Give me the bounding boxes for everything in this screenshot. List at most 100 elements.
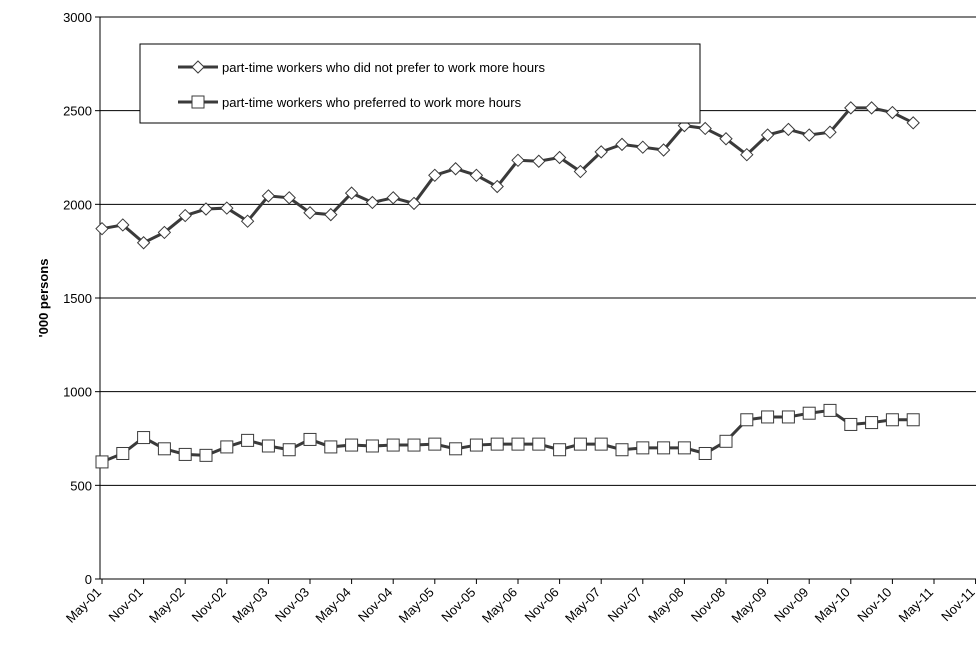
data-point [760,128,775,142]
legend-box [139,43,701,124]
data-point [636,140,650,154]
data-point [95,455,109,469]
legend-marker [191,95,205,109]
data-point [511,153,525,168]
x-tick-label: May-06 [479,585,520,626]
data-point [823,125,837,139]
data-point [324,207,338,222]
data-point [490,179,504,194]
y-tick-label: 0 [85,572,92,587]
data-point [199,202,213,216]
data-point [116,218,130,232]
data-point [386,438,400,452]
x-tick-label: Nov-01 [105,585,145,625]
data-point [885,413,899,427]
legend-label: part-time workers who preferred to work … [222,95,522,110]
data-point [95,221,109,236]
data-point [157,225,172,240]
data-point [761,410,775,424]
data-point [220,201,234,215]
data-point [823,403,837,417]
data-point [719,132,733,146]
data-point [199,448,213,462]
y-tick-label: 2000 [63,197,92,212]
data-point [324,440,338,454]
legend-label: part-time workers who did not prefer to … [222,60,545,75]
data-point [532,154,546,168]
x-tick-label: May-01 [63,585,104,626]
data-point [657,441,671,455]
data-point [490,437,504,451]
data-point [303,206,317,220]
legend-marker [191,60,205,74]
x-tick-label: Nov-10 [854,585,894,625]
data-point [240,214,255,228]
y-tick-label: 3000 [63,10,92,25]
x-tick-label: May-04 [312,585,353,626]
data-point [781,122,796,137]
data-point [428,437,442,451]
data-point [241,433,255,447]
x-tick-label: Nov-02 [189,585,229,625]
data-point [677,441,691,455]
data-point [407,438,421,452]
y-tick-label: 500 [70,478,92,493]
x-tick-label: Nov-03 [272,585,312,625]
data-point [365,439,379,453]
x-tick-label: Nov-09 [771,585,811,625]
data-point [386,191,400,205]
legend: part-time workers who did not prefer to … [139,43,701,124]
data-point [864,101,879,115]
x-tick-label: May-02 [146,585,187,626]
data-point [282,443,296,457]
data-point [178,208,192,223]
data-point [844,101,858,115]
data-point [740,413,754,427]
data-point [469,438,483,452]
data-point [365,195,380,210]
data-point [303,432,317,446]
data-point [137,431,151,445]
y-tick-label: 1500 [63,291,92,306]
data-point [449,442,463,456]
x-tick-label: May-10 [812,585,853,626]
data-point [802,406,816,420]
data-point [594,145,608,159]
data-point [282,191,296,205]
data-point [781,410,795,424]
x-tick-label: May-08 [645,585,686,626]
data-point [553,443,567,457]
data-point [344,186,359,200]
data-point [136,236,151,250]
data-point [636,441,650,455]
data-point [261,189,276,203]
x-tick-label: May-07 [562,585,603,626]
data-point [469,168,484,183]
data-point [615,443,629,457]
x-tick-label: May-11 [896,585,937,626]
data-point [802,128,816,142]
x-tick-label: Nov-04 [355,585,395,625]
data-point [552,150,567,165]
x-tick-label: May-03 [229,585,270,626]
x-tick-label: Nov-11 [938,585,976,625]
data-point [448,162,463,176]
data-point [157,442,171,456]
data-point [698,446,712,460]
data-point [844,417,858,431]
series-line [101,106,914,245]
y-axis-label: '000 persons [36,259,51,338]
data-point [906,413,920,427]
data-point [698,121,712,136]
data-point [656,143,671,157]
data-point [220,440,234,454]
x-tick-label: May-05 [396,585,437,626]
y-tick-label: 1000 [63,385,92,400]
data-point [428,168,442,183]
data-point [719,434,733,448]
data-point [906,116,920,130]
data-point [511,437,525,451]
data-point [116,446,130,460]
data-point [345,438,359,452]
